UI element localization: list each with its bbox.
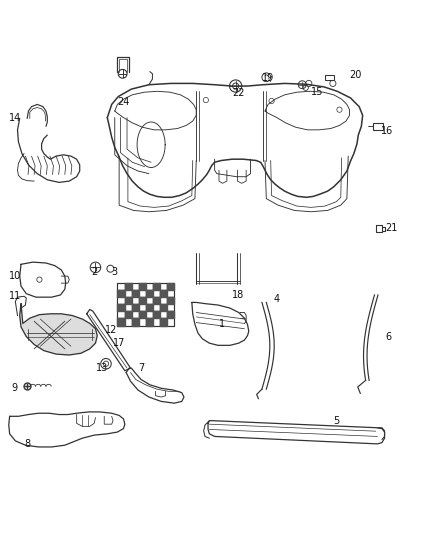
Bar [124, 297, 131, 304]
Bar [131, 290, 139, 297]
Bar [160, 304, 167, 311]
Text: 22: 22 [232, 88, 245, 99]
Bar [153, 311, 160, 319]
Bar [139, 282, 146, 290]
Bar [131, 304, 139, 311]
Text: 20: 20 [350, 70, 362, 79]
Text: 17: 17 [113, 338, 125, 348]
Text: 18: 18 [232, 290, 244, 300]
Text: 24: 24 [117, 97, 130, 107]
Text: 14: 14 [9, 114, 21, 124]
Text: 5: 5 [333, 416, 339, 426]
Bar [167, 311, 174, 319]
Text: 2: 2 [91, 266, 97, 277]
Text: 10: 10 [9, 271, 21, 281]
Bar [117, 304, 124, 311]
Bar [146, 304, 153, 311]
Text: 13: 13 [96, 363, 109, 373]
Text: 1: 1 [219, 319, 225, 329]
Bar [117, 319, 124, 326]
Bar [146, 290, 153, 297]
Text: 21: 21 [385, 223, 398, 233]
Bar [167, 282, 174, 290]
Text: 12: 12 [105, 325, 117, 335]
Bar [124, 311, 131, 319]
Text: 8: 8 [24, 439, 30, 449]
Text: 3: 3 [112, 266, 118, 277]
Bar [139, 311, 146, 319]
Text: 15: 15 [311, 87, 323, 97]
Text: 19: 19 [262, 73, 274, 83]
Bar [117, 290, 124, 297]
Text: 9: 9 [11, 383, 17, 393]
Bar [139, 297, 146, 304]
Bar [124, 282, 131, 290]
Bar [167, 297, 174, 304]
Bar [160, 290, 167, 297]
Bar [153, 282, 160, 290]
Text: 11: 11 [9, 291, 21, 301]
Polygon shape [20, 304, 97, 355]
Bar [146, 319, 153, 326]
Bar [153, 297, 160, 304]
Text: 7: 7 [138, 363, 144, 373]
Text: 6: 6 [385, 333, 392, 343]
Bar [160, 319, 167, 326]
Text: 16: 16 [381, 126, 393, 136]
Text: 4: 4 [274, 294, 280, 304]
Bar [131, 319, 139, 326]
